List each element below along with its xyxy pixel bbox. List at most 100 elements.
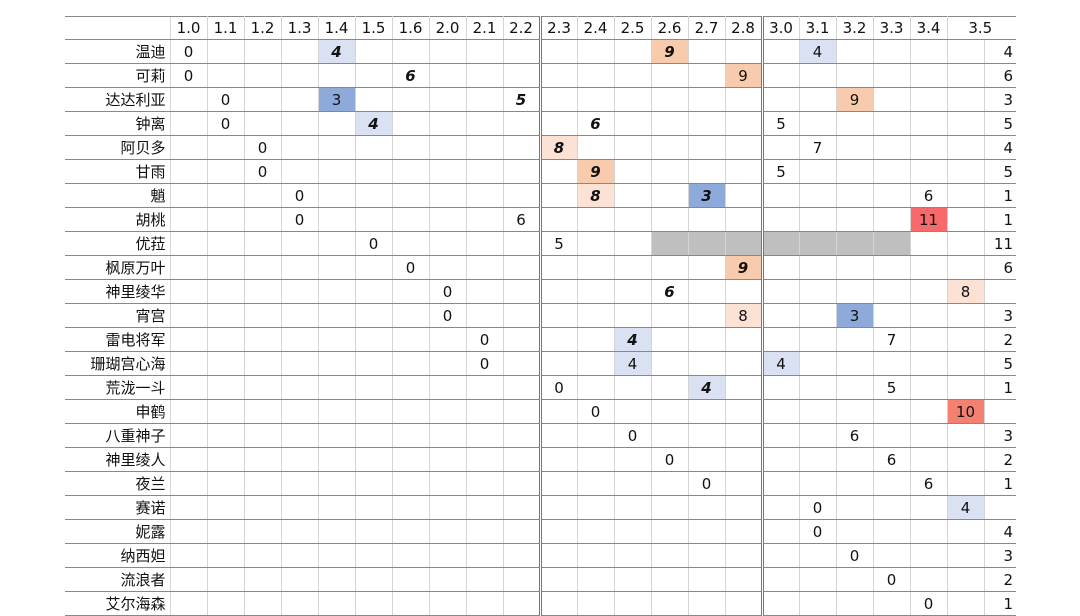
- interval-cell: [835, 183, 874, 208]
- interval-cell: 8: [576, 183, 615, 208]
- character-name: 荒泷一斗: [65, 375, 170, 400]
- interval-cell: [428, 567, 467, 592]
- interval-cell: [946, 471, 985, 496]
- interval-cell: [317, 135, 356, 160]
- character-name: 温迪: [65, 39, 170, 64]
- interval-cell: 0: [576, 399, 615, 424]
- interval-cell: [169, 423, 208, 448]
- interval-cell: [280, 255, 319, 280]
- interval-cell: [206, 183, 245, 208]
- interval-cell: [539, 543, 578, 568]
- interval-cell: [687, 111, 726, 136]
- interval-cell: [687, 351, 726, 376]
- interval-cell: [798, 471, 837, 496]
- interval-cell: [872, 183, 911, 208]
- interval-cell: [539, 183, 578, 208]
- interval-cell: [169, 543, 208, 568]
- interval-cell: [280, 63, 319, 88]
- count-cell: 5: [983, 159, 1016, 184]
- interval-cell: [798, 327, 837, 352]
- interval-cell: 0: [280, 183, 319, 208]
- interval-cell: 4: [613, 327, 652, 352]
- interval-cell: [317, 519, 356, 544]
- interval-cell: [613, 447, 652, 472]
- interval-cell: [687, 87, 726, 112]
- count-cell: 6: [983, 255, 1016, 280]
- interval-cell: [946, 207, 985, 232]
- character-name: 枫原万叶: [65, 255, 170, 280]
- interval-cell: [354, 183, 393, 208]
- character-row: 珊瑚宫心海 0 4 4 5: [65, 351, 1016, 376]
- interval-cell: [613, 39, 652, 64]
- interval-cell: 0: [206, 111, 245, 136]
- version-header: 3.3: [872, 16, 911, 40]
- interval-cell: [835, 159, 874, 184]
- interval-cell: [243, 375, 282, 400]
- interval-cell: 4: [613, 351, 652, 376]
- interval-cell: [576, 135, 615, 160]
- interval-cell: [354, 39, 393, 64]
- interval-cell: [354, 543, 393, 568]
- interval-cell: [465, 39, 504, 64]
- interval-cell: [835, 519, 874, 544]
- interval-cell: [761, 399, 800, 424]
- interval-cell: [724, 111, 764, 136]
- interval-cell: [724, 231, 764, 256]
- interval-cell: [872, 495, 911, 520]
- interval-cell: [576, 543, 615, 568]
- count-cell: 1: [983, 183, 1016, 208]
- count-cell: 6: [983, 63, 1016, 88]
- interval-cell: [872, 63, 911, 88]
- interval-cell: [576, 207, 615, 232]
- interval-cell: [354, 135, 393, 160]
- interval-cell: [835, 495, 874, 520]
- interval-cell: [206, 279, 245, 304]
- interval-cell: [428, 111, 467, 136]
- interval-cell: [872, 279, 911, 304]
- interval-cell: [354, 447, 393, 472]
- interval-cell: [761, 567, 800, 592]
- interval-cell: 8: [724, 303, 764, 328]
- interval-cell: 0: [798, 519, 837, 544]
- interval-cell: [317, 63, 356, 88]
- interval-cell: [169, 591, 208, 616]
- interval-cell: [169, 519, 208, 544]
- interval-cell: 0: [872, 567, 911, 592]
- interval-cell: [502, 303, 542, 328]
- interval-cell: [169, 111, 208, 136]
- interval-cell: [687, 39, 726, 64]
- interval-cell: [317, 207, 356, 232]
- interval-cell: [613, 63, 652, 88]
- interval-cell: [650, 183, 689, 208]
- interval-cell: [872, 159, 911, 184]
- interval-cell: [687, 567, 726, 592]
- interval-cell: [428, 231, 467, 256]
- interval-cell: [539, 423, 578, 448]
- interval-cell: [761, 303, 800, 328]
- interval-cell: [872, 255, 911, 280]
- interval-cell: [613, 471, 652, 496]
- character-row: 可莉 0 6 9 6: [65, 63, 1016, 88]
- count-cell: 4: [983, 519, 1016, 544]
- interval-cell: [576, 567, 615, 592]
- interval-cell: [613, 135, 652, 160]
- interval-cell: [243, 183, 282, 208]
- interval-cell: [909, 447, 948, 472]
- interval-cell: [798, 111, 837, 136]
- interval-cell: [539, 207, 578, 232]
- interval-cell: [761, 375, 800, 400]
- interval-cell: [687, 231, 726, 256]
- interval-cell: [206, 591, 245, 616]
- character-row: 神里绫人 0 6 2: [65, 447, 1016, 472]
- header-row: 1.0 1.1 1.2 1.3 1.4 1.5 1.6 2.0 2.1 2.2 2.3 2.4 2.5 2…: [65, 16, 1016, 40]
- interval-cell: [428, 543, 467, 568]
- character-row: 魈 0 8 3 6 1: [65, 183, 1016, 208]
- interval-cell: [650, 159, 689, 184]
- interval-cell: [946, 591, 985, 616]
- version-header: 1.6: [391, 16, 430, 40]
- interval-cell: 0: [798, 495, 837, 520]
- interval-cell: [428, 519, 467, 544]
- interval-cell: [539, 255, 578, 280]
- interval-cell: [206, 327, 245, 352]
- interval-cell: [613, 207, 652, 232]
